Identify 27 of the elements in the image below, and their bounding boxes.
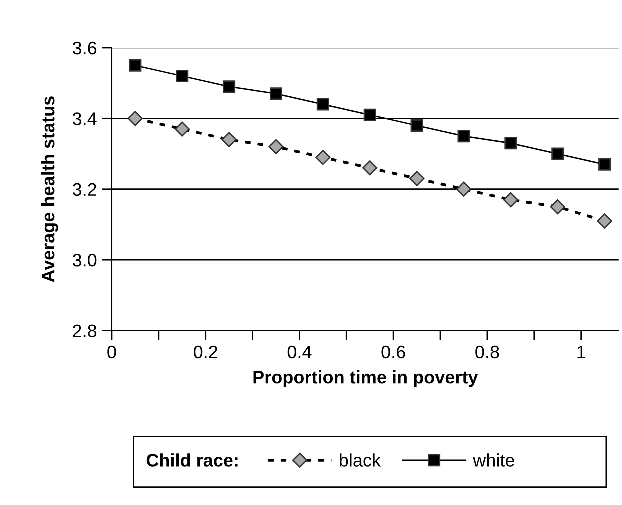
point: [458, 130, 470, 143]
point: [270, 88, 282, 100]
y-tick-label: 3.4: [72, 112, 97, 126]
x-tick-label: 0.8: [476, 346, 500, 359]
point: [223, 80, 236, 94]
x-tick-label: 0.4: [288, 346, 312, 359]
y-tick-label: 3.0: [72, 254, 97, 267]
legend-label: black: [340, 454, 382, 467]
point: [552, 148, 564, 160]
point: [598, 158, 612, 171]
point: [364, 108, 376, 122]
y-tick-label: 3.6: [72, 42, 97, 55]
point: [316, 98, 330, 111]
legend-label: white: [473, 454, 514, 467]
legend-title: Child race:: [146, 454, 238, 467]
point: [176, 70, 189, 83]
x-tick-label: 1: [578, 346, 586, 358]
point: [129, 59, 142, 72]
x-axis-title: Proportion time in poverty: [254, 370, 478, 388]
y-tick-label: 3.2: [72, 183, 96, 196]
x-tick-label: 0.6: [382, 346, 406, 359]
x-tick-label: 0: [108, 346, 116, 359]
point: [410, 119, 424, 132]
y-axis-title: Average health status: [41, 96, 58, 282]
x-tick-label: 0.2: [194, 346, 218, 359]
y-tick-label: 2.8: [73, 324, 97, 338]
point: [504, 137, 518, 150]
